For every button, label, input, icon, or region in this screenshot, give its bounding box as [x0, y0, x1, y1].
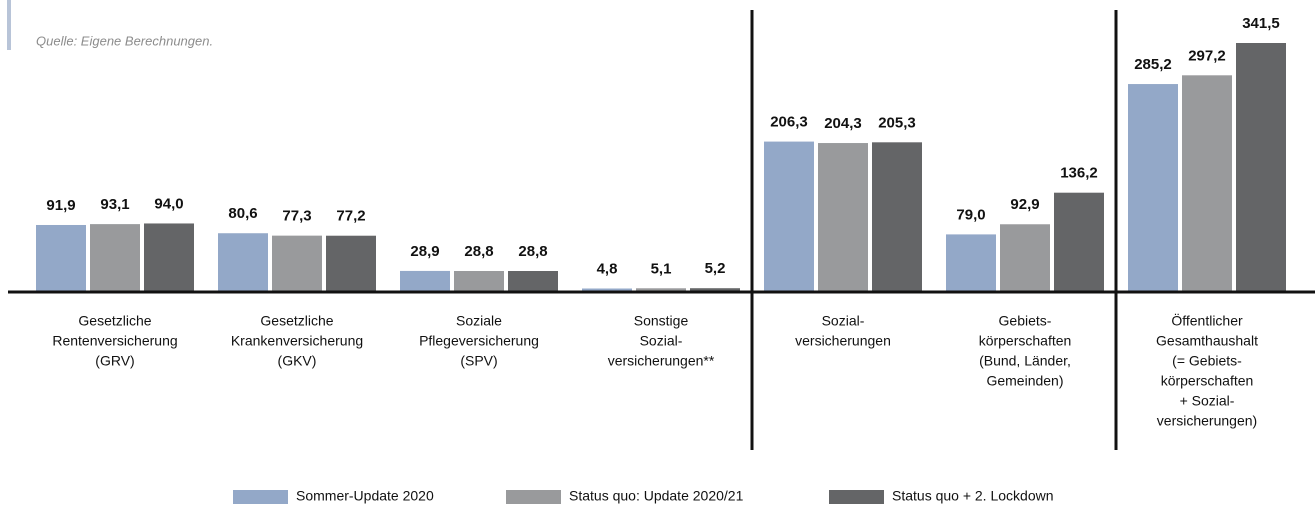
value-label: 5,1	[651, 260, 672, 277]
bar	[218, 233, 268, 292]
value-label: 80,6	[228, 205, 257, 222]
bar	[1182, 75, 1232, 292]
x-tick-label: versicherungen)	[1157, 413, 1257, 429]
x-tick-label: Rentenversicherung	[52, 333, 177, 349]
x-tick-label: (GKV)	[278, 353, 317, 369]
x-tick-label: Soziale	[456, 313, 502, 329]
x-tick-label: + Sozial-	[1180, 393, 1235, 409]
legend-swatch	[829, 490, 884, 504]
value-label: 285,2	[1134, 56, 1172, 73]
bar	[1128, 84, 1178, 292]
x-tick-label: Sozial-	[822, 313, 865, 329]
x-tick-label: Öffentlicher	[1171, 312, 1243, 329]
value-label: 204,3	[824, 115, 862, 132]
bar	[272, 235, 322, 292]
x-tick-label: Sozial-	[640, 333, 683, 349]
bar	[946, 234, 996, 292]
value-label: 92,9	[1010, 196, 1039, 213]
value-label: 341,5	[1242, 15, 1280, 32]
x-tick-label: Gesetzliche	[260, 313, 333, 329]
x-tick-label: körperschaften	[979, 333, 1072, 349]
value-label: 91,9	[46, 197, 75, 214]
bar	[636, 288, 686, 292]
bar	[818, 143, 868, 292]
x-tick-label: Gesetzliche	[78, 313, 151, 329]
x-tick-label: Gesamthaushalt	[1156, 333, 1258, 349]
legend-label: Sommer-Update 2020	[296, 488, 434, 504]
value-label: 297,2	[1188, 47, 1226, 64]
value-label: 77,3	[282, 208, 311, 225]
accent-bar	[7, 0, 11, 50]
value-label: 94,0	[154, 195, 183, 212]
value-label: 79,0	[956, 206, 985, 223]
x-tick-label: versicherungen	[795, 333, 891, 349]
bar	[36, 224, 86, 292]
bar	[454, 271, 504, 292]
x-tick-label: Gemeinden)	[986, 373, 1063, 389]
value-label: 93,1	[100, 196, 129, 213]
bar	[1000, 224, 1050, 292]
x-tick-label: Krankenversicherung	[231, 333, 363, 349]
bar	[690, 288, 740, 292]
legend-swatch	[506, 490, 561, 504]
value-label: 28,8	[464, 243, 493, 260]
value-label: 28,8	[518, 243, 547, 260]
value-label: 136,2	[1060, 165, 1098, 182]
value-label: 206,3	[770, 114, 808, 131]
value-label: 28,9	[410, 243, 439, 260]
bar	[144, 223, 194, 292]
value-label: 205,3	[878, 114, 916, 131]
x-tick-label: (= Gebiets-	[1172, 353, 1242, 369]
bar	[764, 141, 814, 292]
source-note: Quelle: Eigene Berechnungen.	[36, 33, 213, 48]
x-tick-label: (GRV)	[95, 353, 134, 369]
bar	[90, 224, 140, 292]
x-tick-label: Gebiets-	[999, 313, 1052, 329]
x-tick-label: Sonstige	[634, 313, 689, 329]
bar	[872, 142, 922, 292]
legend-swatch	[233, 490, 288, 504]
x-tick-label: Pflegeversicherung	[419, 333, 539, 349]
x-tick-label: versicherungen**	[608, 353, 715, 369]
legend-label: Status quo + 2. Lockdown	[892, 488, 1054, 504]
x-tick-label: körperschaften	[1161, 373, 1254, 389]
x-tick-label: (Bund, Länder,	[979, 353, 1071, 369]
bar	[582, 288, 632, 292]
value-label: 4,8	[597, 260, 618, 277]
value-label: 5,2	[705, 260, 726, 277]
bar	[1054, 192, 1104, 292]
bar	[326, 235, 376, 292]
bar	[400, 270, 450, 292]
x-tick-label: (SPV)	[460, 353, 497, 369]
bar	[1236, 43, 1286, 292]
legend-label: Status quo: Update 2020/21	[569, 488, 744, 504]
bar	[508, 271, 558, 292]
value-label: 77,2	[336, 208, 365, 225]
